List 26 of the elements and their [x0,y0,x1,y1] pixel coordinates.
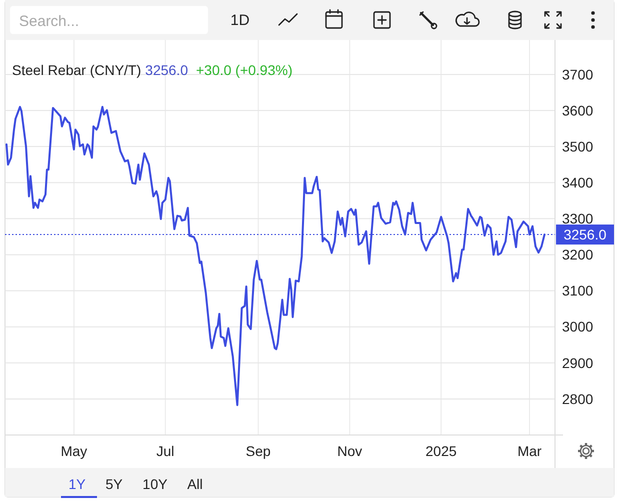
text: Search... [19,13,80,30]
y-tick-label: 3100 [562,282,594,299]
y-tick-label: 3200 [562,246,594,263]
x-tick-label: May [60,443,88,459]
y-tick-label: 3000 [562,318,594,335]
x-tick-label: Sep [246,443,271,459]
text: 1D [230,12,250,29]
x-tick-label: Jul [156,443,174,459]
text: 5Y [105,476,124,492]
y-tick-label: 3600 [562,102,594,118]
annotation: 3256.0 [145,62,188,78]
y-tick-label: 3500 [562,138,594,154]
text: Steel Rebar (CNY/T) [12,62,142,78]
annotation: +30.0 (+0.93%) [196,62,292,78]
y-tick-label: 3700 [562,66,594,82]
text: 10Y [142,476,168,492]
y-tick-label: 2800 [562,390,594,407]
text: All [187,476,203,492]
y-tick-label: 3400 [562,174,594,191]
y-tick-label: 2900 [562,354,594,371]
x-tick-label: Nov [337,443,362,459]
y-tick-label: 3300 [562,210,594,227]
x-tick-label: 2025 [426,443,457,459]
ref-line-label: 3256.0 [564,226,607,242]
x-tick-label: Mar [517,443,542,459]
text: 1Y [68,476,86,492]
